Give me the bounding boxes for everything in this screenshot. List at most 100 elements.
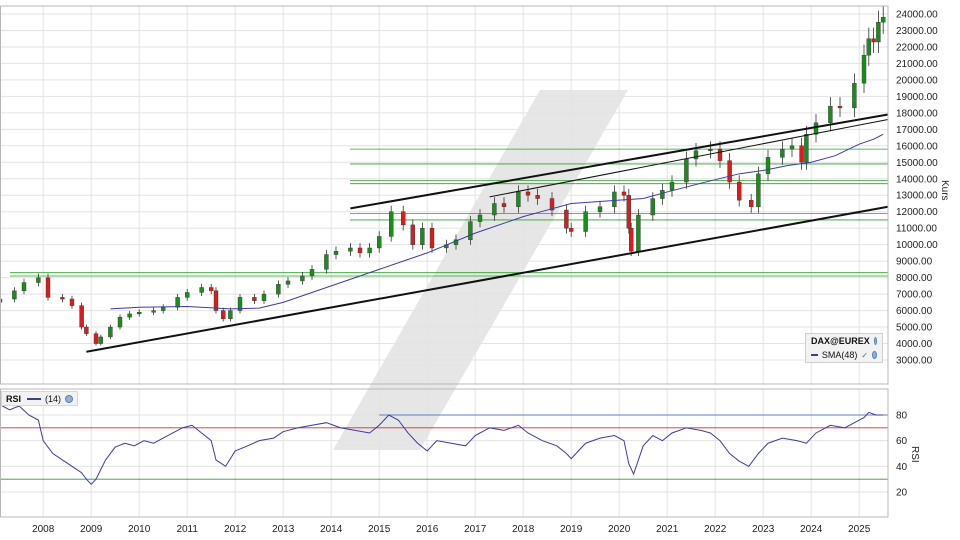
candle-body [420, 227, 425, 245]
candle-body [136, 312, 142, 315]
price-tick-label: 11000.00 [896, 224, 937, 235]
price-tick-label: 6000.00 [896, 306, 933, 317]
rsi-title: RSI [6, 393, 22, 404]
axes: 3000.00 4000.00 5000.00 6000.00 7000.00 8000.… [0, 5, 950, 535]
sma-line [110, 133, 884, 310]
settings-icon[interactable] [873, 337, 877, 345]
rsi-line [0, 404, 884, 486]
candle-body [535, 195, 540, 199]
candle-body [220, 310, 226, 320]
rsi-swatch-icon [27, 397, 42, 400]
price-tick-label: 9000.00 [896, 257, 933, 268]
price-tick-label: 15000.00 [896, 158, 938, 169]
trendline [489, 118, 889, 198]
rsi-grid [0, 414, 888, 493]
legend-symbol-row[interactable]: DAX@EUREX [806, 334, 882, 348]
candle-body [213, 290, 219, 311]
price-tick-label: 17000.00 [896, 125, 938, 136]
candle-body [650, 198, 655, 216]
candle-body [276, 284, 281, 295]
candle-body [583, 211, 588, 232]
candle-body [837, 106, 843, 109]
candle-body [636, 214, 641, 252]
price-tick-label: 3000.00 [896, 356, 933, 367]
candle-body [626, 195, 631, 229]
legend-sma-row[interactable]: SMA(48) ✓ [806, 348, 882, 362]
candle-body [612, 191, 617, 207]
candle-body [208, 287, 214, 291]
x-tick-label: 2025 [848, 524, 871, 535]
x-tick-label: 2024 [800, 524, 823, 535]
candle-body [377, 236, 382, 249]
candle-body [749, 199, 754, 207]
candle-body [492, 203, 497, 216]
candle-body [876, 22, 881, 43]
trendlines [86, 113, 889, 353]
candle-body [569, 227, 574, 232]
candle-body [108, 326, 113, 338]
candle-body [597, 206, 603, 212]
rsi-legend: RSI (14) [1, 391, 79, 406]
price-tick-label: 23000.00 [896, 26, 938, 37]
x-tick-label: 2023 [752, 524, 775, 535]
candle-body [866, 38, 871, 56]
candle-body [468, 221, 473, 240]
price-axis-label: Kurs [939, 180, 950, 201]
legend-sma: SMA(48) [821, 350, 858, 360]
price-tick-label: 21000.00 [896, 59, 938, 70]
sma48-line [110, 133, 884, 310]
trendline [86, 205, 889, 353]
candle-body [60, 297, 65, 300]
settings-icon[interactable] [65, 394, 74, 403]
sma-swatch-icon [811, 354, 818, 356]
candle-body [300, 275, 305, 282]
x-tick-label: 2014 [320, 524, 343, 535]
x-tick-label: 2009 [80, 524, 103, 535]
candle-body [727, 160, 732, 183]
candle-body [881, 17, 886, 23]
legend-symbol: DAX@EUREX [811, 336, 870, 346]
rsi-tick-label: 40 [896, 462, 908, 473]
price-grid [0, 6, 888, 517]
candle-body [871, 38, 876, 43]
candle-body [410, 224, 415, 245]
candle-body [237, 297, 243, 311]
candle-body [175, 297, 180, 308]
x-tick-label: 2020 [608, 524, 631, 535]
candle-body [160, 307, 166, 311]
price-candles [0, 5, 886, 346]
x-tick-label: 2008 [32, 524, 55, 535]
candle-body [708, 148, 713, 151]
candle-body [629, 227, 634, 252]
candle-body [309, 269, 315, 277]
price-tick-label: 4000.00 [896, 339, 933, 350]
price-tick-label: 13000.00 [896, 191, 938, 202]
check-icon[interactable]: ✓ [861, 350, 869, 360]
trendline [350, 113, 889, 210]
candle-body [12, 290, 17, 300]
price-tick-label: 19000.00 [896, 92, 938, 103]
candle-body [669, 181, 675, 191]
candle-body [184, 292, 190, 298]
price-legend: DAX@EUREX SMA(48) ✓ [805, 333, 883, 363]
candle-body [36, 277, 41, 283]
candle-body [693, 150, 699, 160]
candle-body [804, 134, 809, 163]
candle-body [765, 157, 771, 175]
rsi-tick-label: 20 [896, 488, 908, 499]
price-tick-label: 8000.00 [896, 273, 933, 284]
candle-body [564, 209, 569, 229]
candle-body [789, 145, 795, 150]
settings-icon[interactable] [872, 351, 877, 359]
candle-body [621, 191, 627, 196]
x-tick-label: 2012 [224, 524, 247, 535]
x-tick-label: 2015 [368, 524, 391, 535]
price-tick-label: 24000.00 [896, 10, 938, 21]
candle-body [151, 310, 156, 313]
candle-body [127, 313, 132, 318]
candle-body [684, 158, 689, 183]
candle-body [852, 82, 857, 109]
candle-body [828, 106, 833, 123]
x-tick-label: 2010 [128, 524, 151, 535]
